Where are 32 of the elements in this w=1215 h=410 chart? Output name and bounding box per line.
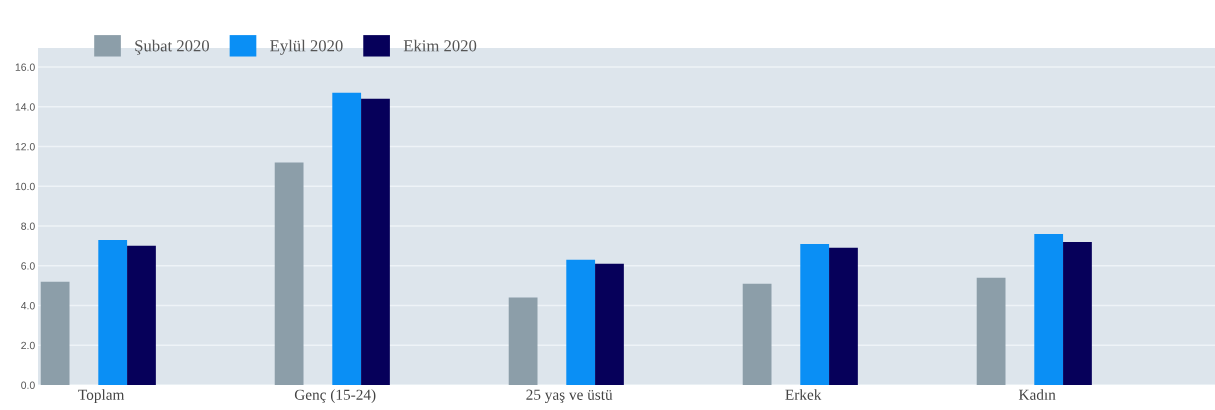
bar bbox=[332, 92, 362, 385]
x-tick-label: 25 yaş ve üstü bbox=[526, 389, 613, 404]
bar bbox=[1063, 241, 1092, 385]
x-tick-label: Toplam bbox=[78, 389, 125, 404]
bar bbox=[274, 162, 304, 385]
y-tick-label: 10.0 bbox=[15, 182, 35, 191]
x-tick-label: Erkek bbox=[785, 389, 822, 400]
bar bbox=[976, 277, 1006, 385]
bar bbox=[40, 281, 70, 385]
y-tick-label: 8.0 bbox=[21, 222, 35, 230]
bar bbox=[98, 239, 128, 385]
bar bbox=[508, 297, 538, 385]
legend-label: Eylül 2020 bbox=[270, 39, 343, 55]
bar bbox=[1034, 233, 1064, 385]
x-tick-label: Kadın bbox=[1018, 389, 1056, 400]
y-tick-label: 12.0 bbox=[15, 143, 35, 151]
x-tick-label: Genç (15-24) bbox=[294, 389, 376, 404]
y-tick-label: 16.0 bbox=[15, 63, 35, 71]
legend-label: Şubat 2020 bbox=[135, 39, 210, 55]
y-tick-label: 2.0 bbox=[21, 341, 35, 350]
legend-label: Ekim 2020 bbox=[403, 39, 477, 52]
y-tick-label: 4.0 bbox=[20, 302, 35, 310]
bar bbox=[361, 98, 390, 385]
bar bbox=[127, 245, 156, 385]
y-tick-label: 14.0 bbox=[15, 103, 35, 111]
bar bbox=[566, 259, 596, 385]
bar bbox=[742, 283, 772, 385]
bar bbox=[829, 247, 858, 385]
y-tick-label: 0.0 bbox=[21, 381, 35, 389]
bar bbox=[800, 243, 830, 385]
y-tick-label: 6.0 bbox=[21, 262, 35, 270]
bar bbox=[595, 263, 624, 385]
